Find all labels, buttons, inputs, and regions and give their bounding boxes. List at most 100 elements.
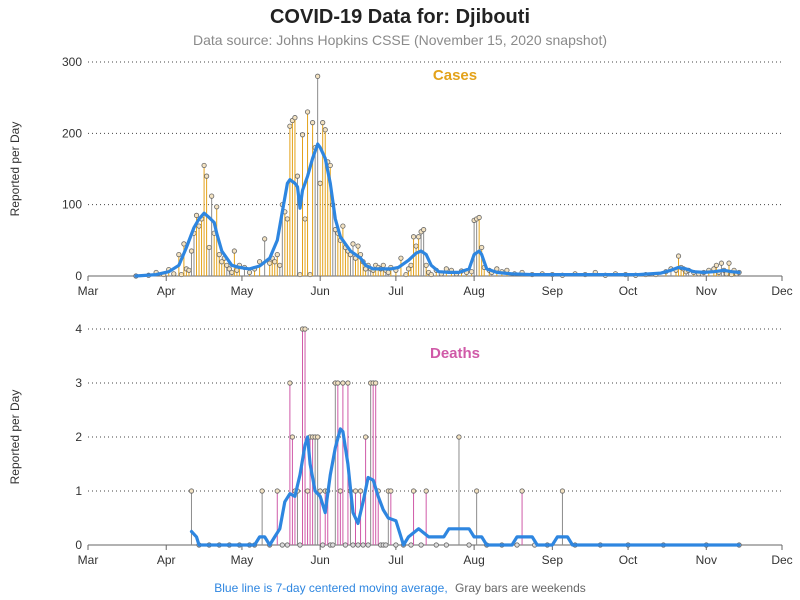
daily-point [307,271,313,278]
daily-point [224,262,230,268]
daily-point [320,542,326,548]
daily-point [226,266,232,272]
daily-point [294,173,301,179]
daily-point [214,204,220,210]
panel-title: Deaths [430,345,480,362]
daily-point [279,542,285,548]
panel-title: Cases [433,67,477,84]
daily-point [350,241,356,247]
daily-point [176,252,182,258]
chart-title: COVID-19 Data for: Djibouti [270,6,530,28]
daily-point [322,127,328,133]
daily-point [443,266,449,272]
chart-subtitle: Data source: Johns Hopkins CSSE (Novembe… [193,32,607,48]
daily-point [262,236,268,242]
daily-point [408,542,414,548]
daily-point [229,269,235,276]
x-tick-label: Nov [696,553,717,567]
x-tick-label: Sep [542,553,564,567]
x-tick-label: Aug [463,553,484,567]
x-tick-label: Mar [78,284,99,298]
daily-point [297,542,303,548]
daily-point [188,488,195,494]
daily-point [357,488,364,494]
daily-point [393,542,399,548]
daily-point [340,223,346,229]
daily-point [373,380,379,386]
y-tick-label: 2 [75,430,82,444]
daily-point [362,434,369,440]
daily-point [287,123,293,129]
x-tick-label: Sep [542,284,564,298]
daily-point [204,173,210,179]
daily-point [418,542,424,548]
daily-point [352,488,359,494]
daily-point [476,214,482,221]
daily-point [415,234,422,240]
daily-point [340,380,346,386]
daily-point [188,248,195,254]
moving-average-line [134,142,741,278]
daily-point [216,252,222,258]
x-tick-label: Dec [771,284,792,298]
daily-point [315,73,321,79]
daily-point [474,488,480,494]
daily-point [277,262,283,268]
daily-point [274,252,280,258]
x-tick-label: Oct [619,553,638,567]
x-tick-label: Jun [310,553,329,567]
daily-point [428,271,434,278]
daily-point [337,488,343,494]
daily-point [246,269,253,276]
y-tick-label: 300 [62,55,82,69]
footnote-weekends: Gray bars are weekends [455,581,586,595]
daily-point [335,380,341,386]
daily-point [380,262,386,268]
daily-point [423,262,429,268]
daily-point [360,542,366,548]
y-tick-label: 3 [75,376,82,390]
daily-point [267,260,273,266]
y-tick-label: 100 [62,198,82,212]
x-tick-label: Aug [463,284,484,298]
footnote-moving-average: Blue line is 7-day centered moving avera… [214,581,447,595]
daily-point [317,488,323,494]
daily-point [365,542,371,548]
daily-point [342,542,349,548]
x-tick-label: Jul [388,284,403,298]
daily-point [718,260,725,266]
daily-point [355,542,361,548]
daily-point [355,243,361,249]
daily-point [350,542,356,548]
daily-point [423,488,429,494]
daily-point [231,248,237,254]
daily-point [479,244,485,251]
daily-point [201,162,207,169]
y-axis-label: Reported per Day [8,390,22,485]
daily-point [330,542,336,548]
daily-point [259,488,265,494]
footnote: Blue line is 7-day centered moving avera… [214,581,586,595]
daily-point [304,109,311,115]
daily-point [398,255,404,261]
daily-point [302,326,308,332]
daily-point [310,120,316,126]
x-tick-label: Apr [157,553,176,567]
daily-point [274,488,280,494]
deaths-panel: 0 1 2 3 4 Mar Apr May Jun Jul Aug Sep Oct Nov Dec Repor… [8,322,793,567]
x-tick-label: Nov [696,284,717,298]
daily-point [675,253,682,259]
moving-average-line [189,427,741,547]
daily-point [410,488,417,494]
daily-point [284,542,290,548]
x-tick-label: Dec [771,553,792,567]
x-tick-label: Apr [157,284,176,298]
daily-point [178,271,184,278]
y-tick-label: 1 [75,484,82,498]
daily-point [304,488,311,494]
daily-point [272,259,278,265]
daily-point [514,542,520,548]
daily-point [289,434,296,440]
daily-point [257,259,263,265]
y-tick-label: 0 [75,269,82,283]
